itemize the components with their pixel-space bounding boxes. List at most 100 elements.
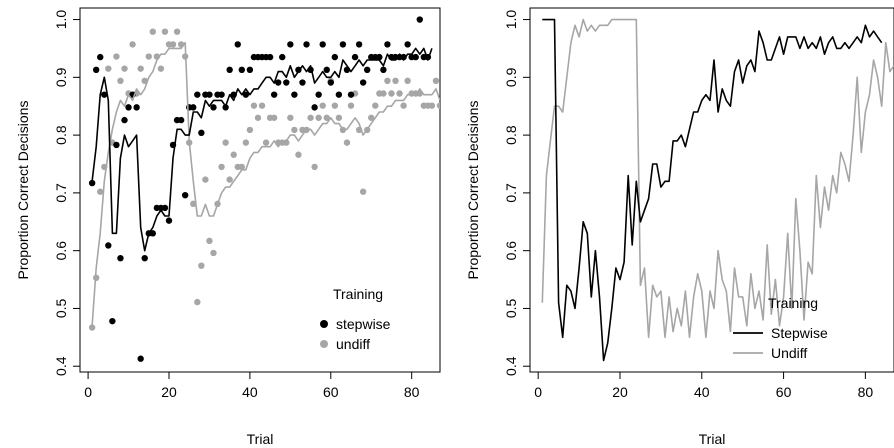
stepwise-point — [165, 217, 173, 224]
stepwise-point — [299, 79, 306, 86]
stepwise-point — [315, 91, 322, 98]
stepwise-point — [161, 204, 169, 212]
stepwise-point — [190, 104, 197, 111]
legend: Training Stepwise Undiff — [733, 295, 828, 361]
stepwise-point — [113, 141, 120, 149]
stepwise-point — [323, 66, 330, 74]
stepwise-point — [234, 41, 241, 48]
undiff-point — [311, 163, 318, 171]
stepwise-point — [105, 242, 112, 249]
stepwise-point — [149, 230, 157, 237]
stepwise-point — [384, 41, 391, 48]
stepwise-point — [181, 192, 189, 199]
undiff-point — [145, 53, 152, 60]
x-axis-label: Trial — [699, 431, 726, 447]
x-tick-label: 80 — [858, 384, 874, 400]
stepwise-point — [238, 66, 245, 74]
legend-swatch — [320, 320, 328, 328]
undiff-point — [157, 65, 165, 72]
stepwise-point — [210, 104, 217, 111]
undiff-point — [117, 77, 124, 85]
undiff-point — [169, 41, 177, 48]
stepwise-point — [242, 91, 250, 98]
undiff-point — [323, 114, 330, 121]
stepwise-point — [101, 91, 108, 98]
stepwise-point — [177, 116, 185, 124]
stepwise-point — [291, 91, 298, 98]
y-tick-label: 1.0 — [53, 10, 69, 30]
x-tick-label: 40 — [694, 384, 710, 400]
stepwise-point — [121, 116, 128, 124]
undiff-point — [254, 114, 262, 121]
undiff-point — [250, 102, 258, 109]
y-tick-label: 0.4 — [53, 356, 69, 376]
stepwise-point — [206, 91, 213, 98]
undiff-point — [359, 188, 367, 195]
plot-area — [88, 16, 440, 362]
stepwise-point — [355, 41, 363, 48]
undiff-point — [230, 151, 237, 158]
undiff-point — [210, 249, 217, 257]
stepwise-point — [275, 79, 282, 86]
legend-swatch — [320, 340, 328, 348]
undiff-point — [97, 188, 104, 195]
undiff-point — [137, 65, 144, 72]
y-tick-label: 0.8 — [53, 125, 69, 145]
legend-label: Undiff — [771, 345, 807, 361]
undiff-point — [218, 163, 225, 171]
undiff-point — [436, 102, 440, 109]
undiff-point — [372, 102, 379, 109]
undiff-point — [202, 176, 209, 183]
x-axis-label: Trial — [247, 431, 274, 447]
x-tick-label: 0 — [534, 384, 542, 400]
stepwise-point — [92, 66, 100, 74]
undiff-point — [222, 139, 229, 146]
plot-area — [541, 18, 894, 362]
stepwise-point — [347, 91, 355, 98]
undiff-point — [129, 41, 136, 48]
stepwise-point — [351, 53, 359, 61]
y-tick-label: 0.8 — [503, 125, 519, 145]
legend-label: stepwise — [336, 316, 391, 332]
x-tick-label: 60 — [776, 384, 792, 400]
legend-title: Training — [333, 286, 383, 302]
legend-label: undiff — [336, 336, 370, 352]
y-tick-label: 0.9 — [53, 67, 69, 87]
stepwise-point — [226, 66, 233, 74]
undiff-point — [388, 90, 395, 97]
stepwise-point — [412, 53, 419, 61]
y-tick-label: 0.4 — [503, 356, 519, 376]
stepwise-point — [283, 79, 290, 86]
undiff-point — [392, 77, 399, 85]
undiff-point — [226, 176, 233, 183]
stepwise-point — [287, 41, 294, 48]
undiff-point — [258, 102, 266, 109]
stepwise-point — [339, 41, 347, 48]
stepwise-point — [266, 53, 274, 61]
y-tick-label: 0.6 — [53, 241, 69, 261]
x-tick-label: 20 — [161, 384, 177, 400]
stepwise-point — [109, 317, 116, 325]
stepwise-point — [246, 66, 254, 74]
y-tick-label: 0.6 — [503, 241, 519, 261]
y-axis-label: Proportion Correct Decisions — [465, 101, 481, 280]
undiff-point — [295, 151, 302, 158]
undiff-point — [380, 90, 387, 97]
undiff-point — [113, 53, 120, 60]
undiff-point — [319, 102, 326, 109]
undiff-point — [315, 114, 322, 121]
stepwise-point — [88, 179, 96, 187]
stepwise-point — [311, 104, 318, 111]
undiff-point — [384, 77, 391, 85]
undiff-line — [541, 18, 894, 339]
undiff-point — [396, 90, 403, 97]
stepwise-point — [141, 254, 148, 262]
undiff-point — [291, 126, 298, 134]
stepwise-point — [218, 91, 225, 98]
undiff-point — [190, 200, 197, 208]
undiff-point — [287, 114, 294, 121]
undiff-point — [194, 298, 201, 306]
x-tick-label: 60 — [323, 384, 339, 400]
undiff-point — [206, 237, 213, 245]
y-axis-label: Proportion Correct Decisions — [15, 101, 31, 280]
